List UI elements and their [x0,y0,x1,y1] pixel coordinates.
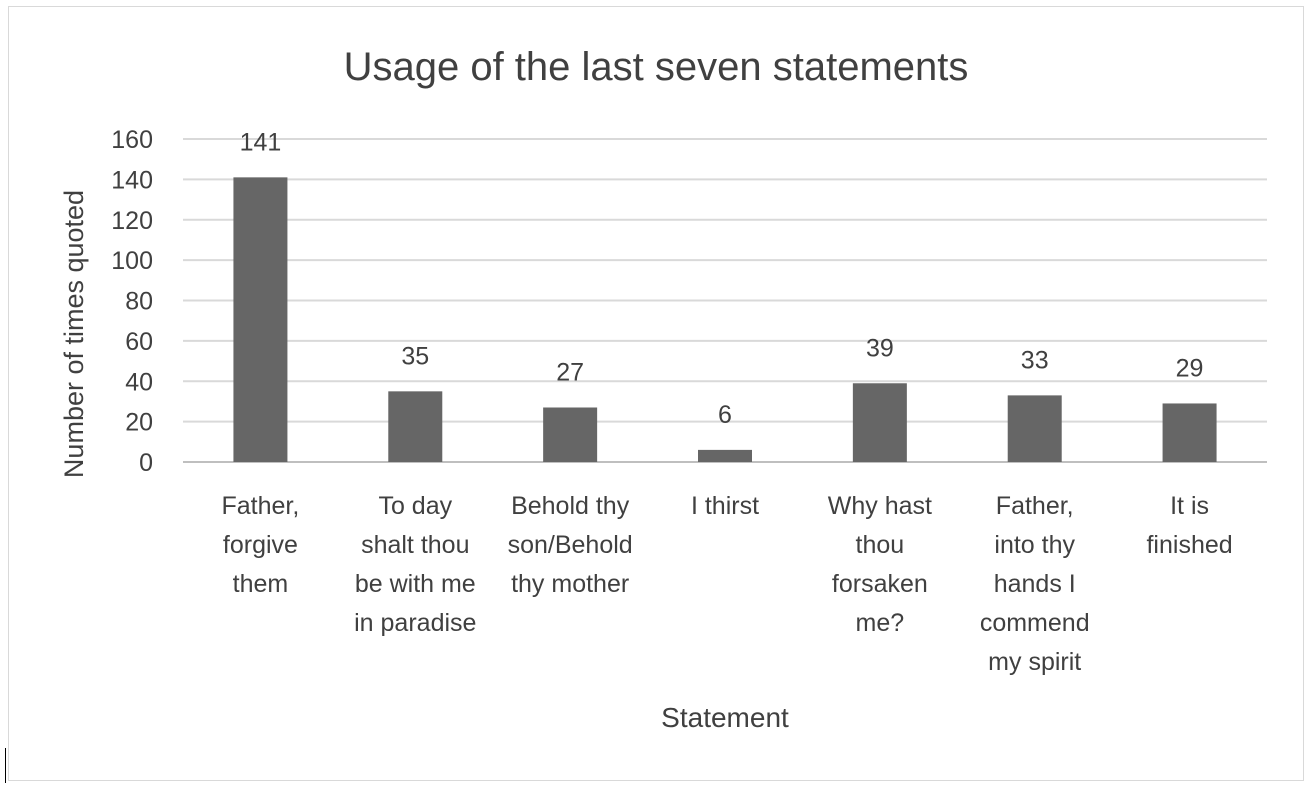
chart-title: Usage of the last seven statements [344,45,969,89]
x-tick-label-2: To day shalt thou be with me in paradise [354,492,476,637]
data-label-2: 35 [401,342,429,370]
x-tick-label-line: shalt thou [361,531,469,559]
bar-6 [1007,395,1062,462]
data-label-4: 6 [718,401,732,429]
y-tick-label: 20 [125,409,153,437]
x-axis-ticks: Father, forgive them To day shalt thou be wit… [222,492,1233,676]
x-tick-label-line: hands I [994,570,1076,598]
x-tick-label-1: Father, forgive them [222,492,300,598]
x-tick-label-line: Father, [222,492,300,520]
x-tick-label-7: It is finished [1146,492,1232,559]
x-tick-label-line: It is [1170,492,1209,520]
x-tick-label-line: Behold thy [511,492,630,520]
y-tick-label: 140 [111,166,153,194]
x-tick-label-line: thou [856,531,905,559]
x-axis-label: Statement [661,702,789,733]
bar-7 [1162,403,1217,462]
x-tick-label-line: son/Behold [508,531,633,559]
x-tick-label-line: in paradise [354,609,476,637]
bars [233,177,1217,462]
x-tick-label-line: finished [1146,531,1232,559]
x-tick-label-line: commend [980,609,1090,637]
data-label-5: 39 [866,334,894,362]
bar-1 [233,177,288,462]
y-axis-label: Number of times quoted [59,190,89,478]
bar-5 [852,383,907,462]
data-label-3: 27 [556,358,584,386]
y-tick-label: 40 [125,368,153,396]
x-tick-label-line: forsaken [832,570,928,598]
bar-2 [388,391,443,462]
data-label-6: 33 [1021,346,1049,374]
x-tick-label-4: I thirst [691,492,759,520]
x-tick-label-line: Why hast [828,492,932,520]
y-tick-label: 0 [139,449,153,477]
x-tick-label-line: I thirst [691,492,759,520]
bar-4 [698,449,752,462]
x-tick-label-line: them [233,570,289,598]
x-tick-label-line: be with me [355,570,476,598]
data-label-7: 29 [1176,354,1204,382]
x-tick-label-6: Father, into thy hands I commend my spirit [980,492,1090,676]
x-tick-label-line: forgive [223,531,298,559]
data-labels: 141 35 27 6 39 33 29 [240,128,1204,429]
x-tick-label-line: me? [856,609,905,637]
bar-3 [543,407,598,462]
y-tick-label: 80 [125,288,153,316]
y-tick-label: 60 [125,328,153,356]
x-tick-label-3: Behold thy son/Behold thy mother [508,492,633,598]
data-label-1: 141 [240,128,282,156]
y-tick-label: 120 [111,207,153,235]
y-axis-ticks: 0 20 40 60 80 100 120 140 160 [111,126,153,477]
x-tick-label-5: Why hast thou forsaken me? [828,492,932,637]
x-tick-label-line: Father, [996,492,1074,520]
chart-frame [8,6,1304,781]
edge-mark [5,748,6,783]
x-tick-label-line: thy mother [511,570,629,598]
x-tick-label-line: To day [378,492,452,520]
y-tick-label: 100 [111,247,153,275]
x-tick-label-line: my spirit [988,648,1081,676]
x-tick-label-line: into thy [994,531,1075,559]
y-tick-label: 160 [111,126,153,154]
